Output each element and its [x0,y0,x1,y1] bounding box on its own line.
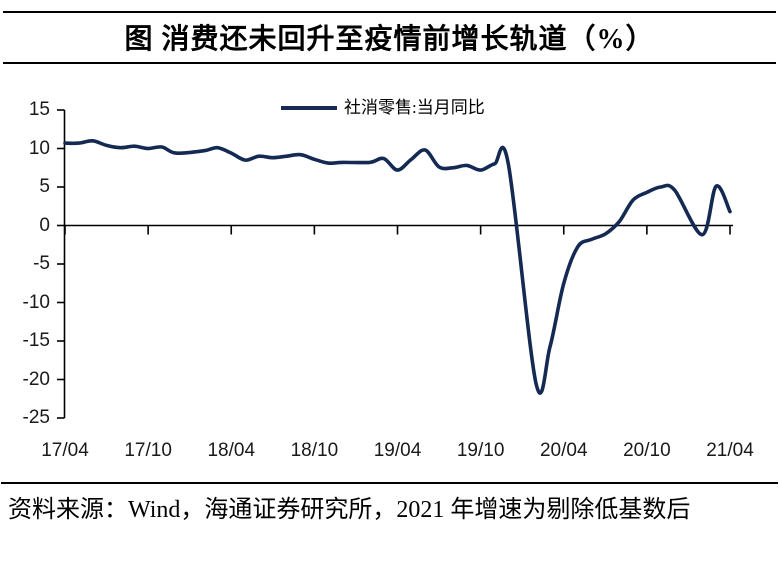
chart-title: 图 消费还未回升至疫情前增长轨道（%） [124,24,655,55]
x-tick-label: 17/04 [41,440,89,461]
y-tick-label: 10 [28,137,50,159]
y-tick-label: -10 [22,291,50,313]
legend-line-swatch [281,106,337,110]
x-tick-label: 19/04 [373,440,422,461]
y-tick-label: 15 [28,99,50,120]
series-line [63,138,732,395]
legend-label: 社消零售:当月同比 [344,98,485,117]
x-tick-label: 17/10 [124,440,172,461]
y-tick-label: -15 [22,330,50,351]
x-tick-label: 19/10 [456,440,505,461]
source-note: 资料来源：Wind，海通证券研究所，2021 年增速为剔除低基数后 [8,497,691,523]
x-tick-label: 18/10 [290,440,339,461]
x-tick-label: 21/04 [706,440,754,461]
x-tick-label: 20/10 [623,440,671,461]
x-tick-label: 20/04 [539,440,588,461]
y-tick-label: 5 [39,176,50,197]
y-tick-label: 0 [39,214,50,236]
y-tick-label: -20 [22,368,50,390]
title-bottom-rule [3,62,776,64]
line-chart [57,109,733,419]
y-tick-label: -25 [22,407,50,428]
footer-rule [1,482,778,484]
x-tick-label: 18/04 [207,440,256,461]
legend: 社消零售:当月同比 [281,99,485,117]
title-top-rule [3,11,776,13]
y-tick-label: -5 [33,253,50,274]
